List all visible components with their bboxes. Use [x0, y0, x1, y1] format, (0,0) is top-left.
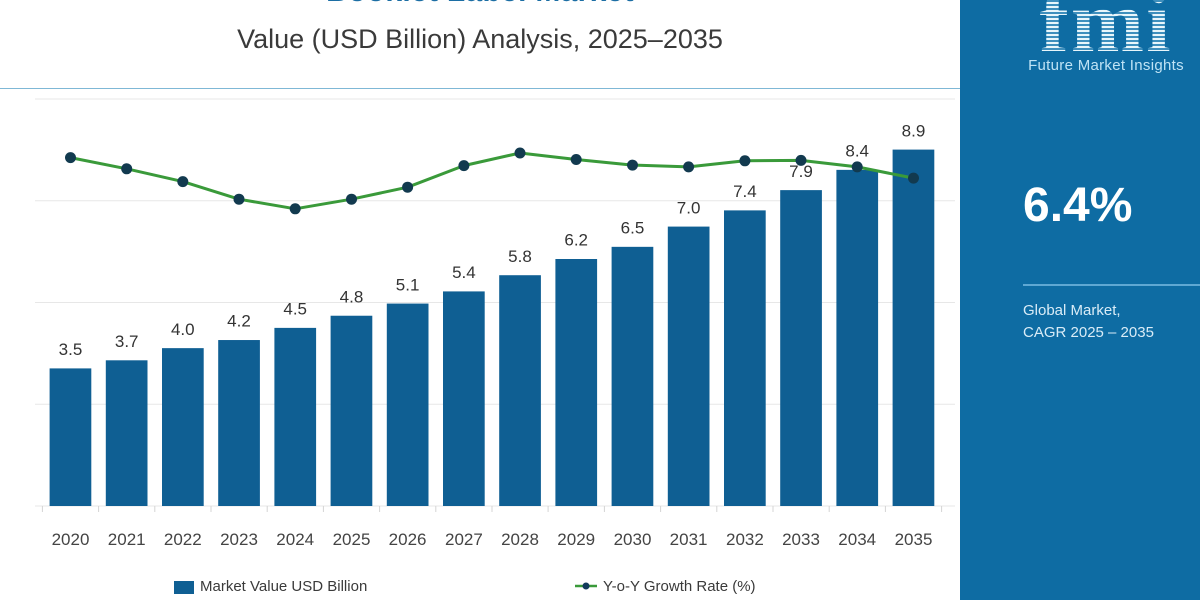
svg-text:2025: 2025 [333, 530, 371, 549]
svg-text:4.2: 4.2 [227, 312, 251, 331]
svg-text:2031: 2031 [670, 530, 708, 549]
svg-text:2033: 2033 [782, 530, 820, 549]
svg-text:6.5: 6.5 [621, 219, 645, 238]
svg-text:2035: 2035 [895, 530, 933, 549]
svg-text:5.4: 5.4 [452, 263, 476, 282]
svg-text:3.5: 3.5 [59, 340, 83, 359]
svg-text:2027: 2027 [445, 530, 483, 549]
svg-text:7.0: 7.0 [677, 198, 701, 217]
svg-text:5.8: 5.8 [508, 247, 532, 266]
svg-text:5.1: 5.1 [396, 275, 420, 294]
svg-text:8.9: 8.9 [902, 121, 926, 140]
svg-text:2023: 2023 [220, 530, 258, 549]
svg-text:2021: 2021 [108, 530, 146, 549]
svg-text:2029: 2029 [557, 530, 595, 549]
svg-text:2020: 2020 [52, 530, 90, 549]
svg-text:2034: 2034 [838, 530, 876, 549]
svg-text:2028: 2028 [501, 530, 539, 549]
svg-text:6.2: 6.2 [564, 231, 588, 250]
svg-text:2026: 2026 [389, 530, 427, 549]
svg-text:3.7: 3.7 [115, 332, 139, 351]
svg-text:2032: 2032 [726, 530, 764, 549]
svg-text:4.0: 4.0 [171, 320, 195, 339]
svg-text:8.4: 8.4 [845, 142, 869, 161]
svg-text:2024: 2024 [276, 530, 314, 549]
svg-text:4.5: 4.5 [283, 300, 307, 319]
svg-text:2022: 2022 [164, 530, 202, 549]
svg-text:7.4: 7.4 [733, 182, 757, 201]
svg-text:4.8: 4.8 [340, 287, 364, 306]
svg-text:2030: 2030 [614, 530, 652, 549]
